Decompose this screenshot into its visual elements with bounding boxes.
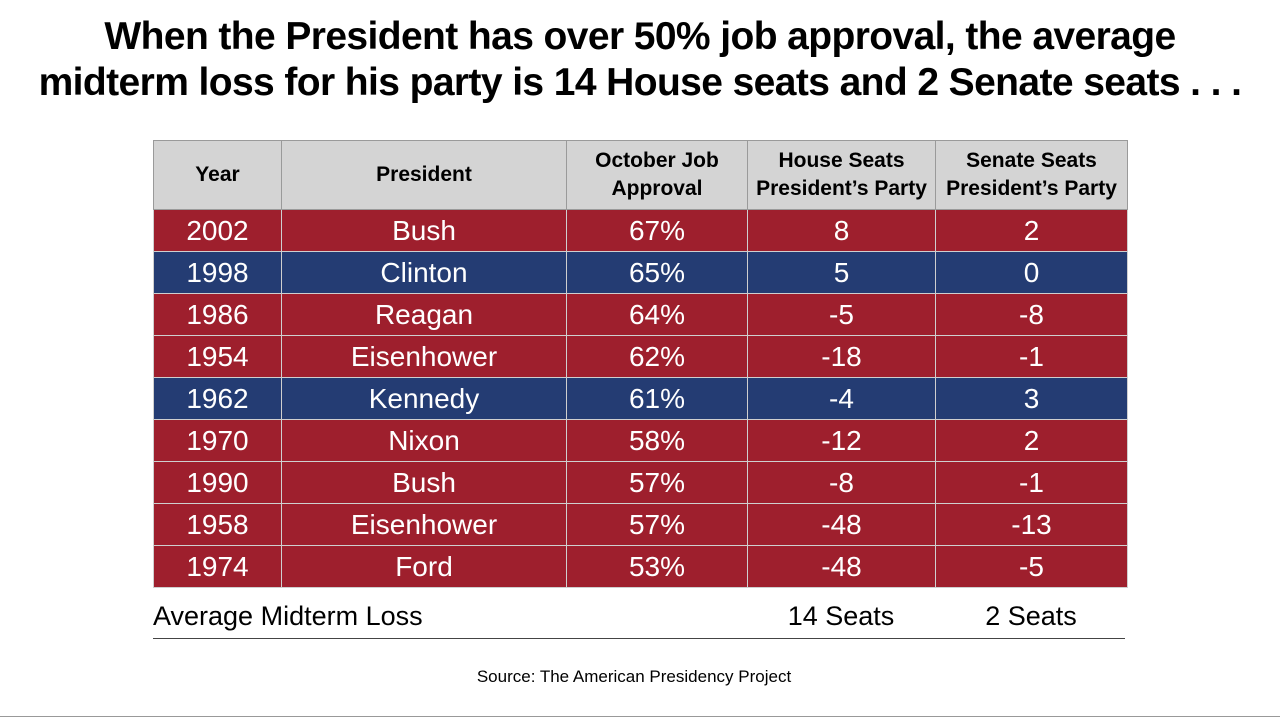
table-row: 1990 Bush 57% -8 -1 bbox=[153, 461, 1128, 504]
bottom-divider bbox=[0, 716, 1280, 717]
title-line-1: When the President has over 50% job appr… bbox=[104, 15, 1176, 58]
source-note: Source: The American Presidency Project bbox=[476, 667, 792, 686]
cell-president: Kennedy bbox=[281, 377, 567, 420]
cell-approval: 62% bbox=[566, 335, 748, 378]
cell-house: 8 bbox=[747, 209, 936, 252]
cell-year: 1954 bbox=[153, 335, 282, 378]
cell-approval: 67% bbox=[566, 209, 748, 252]
midterm-table: Year President October Job Approval House… bbox=[153, 140, 1128, 588]
header-president: President bbox=[281, 140, 567, 210]
cell-senate: 0 bbox=[935, 251, 1128, 294]
cell-house: -18 bbox=[747, 335, 936, 378]
table-header-row: Year President October Job Approval House… bbox=[153, 140, 1128, 210]
table-row: 1998 Clinton 65% 5 0 bbox=[153, 251, 1128, 294]
table-row: 1962 Kennedy 61% -4 3 bbox=[153, 377, 1128, 420]
cell-year: 1970 bbox=[153, 419, 282, 462]
cell-president: Bush bbox=[281, 461, 567, 504]
table-row: 1954 Eisenhower 62% -18 -1 bbox=[153, 335, 1128, 378]
table-row: 1970 Nixon 58% -12 2 bbox=[153, 419, 1128, 462]
cell-president: Eisenhower bbox=[281, 335, 567, 378]
header-house-seats: House Seats President’s Party bbox=[747, 140, 936, 210]
cell-house: -48 bbox=[747, 503, 936, 546]
cell-president: Eisenhower bbox=[281, 503, 567, 546]
cell-approval: 65% bbox=[566, 251, 748, 294]
header-approval: October Job Approval bbox=[566, 140, 748, 210]
cell-approval: 58% bbox=[566, 419, 748, 462]
page-title: When the President has over 50% job appr… bbox=[0, 14, 1280, 106]
header-year: Year bbox=[153, 140, 282, 210]
cell-approval: 64% bbox=[566, 293, 748, 336]
cell-senate: 3 bbox=[935, 377, 1128, 420]
cell-approval: 57% bbox=[566, 461, 748, 504]
cell-senate: -13 bbox=[935, 503, 1128, 546]
table-row: 1958 Eisenhower 57% -48 -13 bbox=[153, 503, 1128, 546]
cell-house: -4 bbox=[747, 377, 936, 420]
cell-year: 2002 bbox=[153, 209, 282, 252]
cell-year: 1990 bbox=[153, 461, 282, 504]
cell-year: 1998 bbox=[153, 251, 282, 294]
cell-senate: -1 bbox=[935, 335, 1128, 378]
cell-year: 1962 bbox=[153, 377, 282, 420]
cell-house: -12 bbox=[747, 419, 936, 462]
cell-senate: -5 bbox=[935, 545, 1128, 588]
cell-house: -48 bbox=[747, 545, 936, 588]
cell-year: 1974 bbox=[153, 545, 282, 588]
average-senate: 2 Seats bbox=[985, 601, 1077, 631]
cell-president: Nixon bbox=[281, 419, 567, 462]
cell-senate: 2 bbox=[935, 209, 1128, 252]
table-row: 2002 Bush 67% 8 2 bbox=[153, 209, 1128, 252]
table-row: 1974 Ford 53% -48 -5 bbox=[153, 545, 1128, 588]
cell-house: -8 bbox=[747, 461, 936, 504]
table-row: 1986 Reagan 64% -5 -8 bbox=[153, 293, 1128, 336]
average-house: 14 Seats bbox=[787, 601, 895, 631]
average-label: Average Midterm Loss bbox=[153, 601, 423, 631]
cell-approval: 61% bbox=[566, 377, 748, 420]
average-row: Average Midterm Loss 14 Seats 2 Seats bbox=[153, 596, 1125, 639]
cell-president: Reagan bbox=[281, 293, 567, 336]
cell-approval: 53% bbox=[566, 545, 748, 588]
cell-house: -5 bbox=[747, 293, 936, 336]
cell-senate: -8 bbox=[935, 293, 1128, 336]
cell-senate: 2 bbox=[935, 419, 1128, 462]
cell-president: Clinton bbox=[281, 251, 567, 294]
cell-president: Ford bbox=[281, 545, 567, 588]
cell-year: 1958 bbox=[153, 503, 282, 546]
cell-approval: 57% bbox=[566, 503, 748, 546]
cell-president: Bush bbox=[281, 209, 567, 252]
cell-senate: -1 bbox=[935, 461, 1128, 504]
cell-year: 1986 bbox=[153, 293, 282, 336]
cell-house: 5 bbox=[747, 251, 936, 294]
title-line-2: midterm loss for his party is 14 House s… bbox=[38, 61, 1242, 104]
table-body: 2002 Bush 67% 8 2 1998 Clinton 65% 5 0 1986 Reagan 6… bbox=[153, 209, 1128, 588]
header-senate-seats: Senate Seats President’s Party bbox=[935, 140, 1128, 210]
